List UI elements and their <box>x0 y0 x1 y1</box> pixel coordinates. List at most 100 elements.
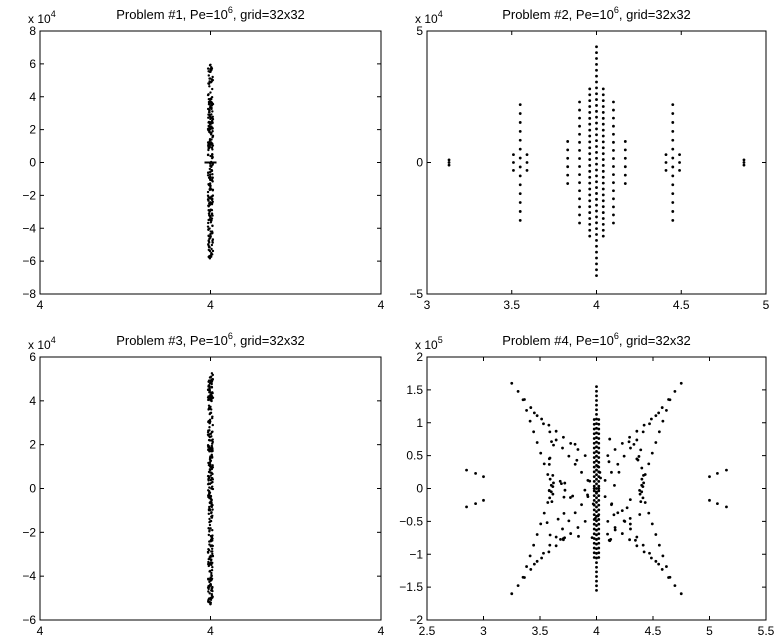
data-point <box>208 421 212 425</box>
data-point <box>209 399 212 402</box>
data-point <box>207 146 210 150</box>
data-point <box>474 502 477 506</box>
data-point <box>209 185 212 189</box>
data-point <box>679 381 683 385</box>
data-point <box>208 102 211 106</box>
data-point <box>482 498 485 502</box>
chart-title: Problem #4, Pe=106, grid=32x32 <box>502 331 691 348</box>
data-point <box>595 561 598 565</box>
data-point <box>595 115 598 119</box>
data-point <box>206 93 210 97</box>
data-point <box>595 473 598 477</box>
data-point <box>612 213 615 217</box>
data-point <box>595 250 598 254</box>
data-point <box>595 454 598 458</box>
data-point <box>595 570 598 574</box>
data-point <box>588 175 592 179</box>
data-point <box>597 446 601 450</box>
data-point <box>628 522 632 526</box>
data-point <box>556 517 560 521</box>
data-point <box>573 511 577 515</box>
data-point <box>620 442 624 445</box>
data-point <box>518 201 522 204</box>
data-point <box>210 372 214 375</box>
data-point <box>561 527 564 531</box>
data-point <box>207 560 210 564</box>
data-point <box>595 389 598 393</box>
data-point <box>576 448 580 451</box>
data-point <box>597 460 601 464</box>
data-point <box>211 466 215 469</box>
data-point <box>211 194 215 197</box>
data-point <box>211 241 214 244</box>
data-point <box>208 530 211 533</box>
chart-title: Problem #2, Pe=106, grid=32x32 <box>502 5 691 22</box>
data-point <box>207 199 210 202</box>
data-point <box>595 459 598 463</box>
data-point <box>595 274 598 277</box>
data-point <box>595 584 598 588</box>
data-point <box>211 552 214 556</box>
data-point <box>211 447 214 451</box>
data-point <box>210 213 214 216</box>
data-point <box>210 455 214 458</box>
data-point <box>211 130 214 133</box>
data-point <box>207 212 211 215</box>
data-point <box>512 153 515 157</box>
data-point <box>595 62 598 66</box>
data-point <box>601 128 605 132</box>
data-point <box>210 500 213 503</box>
data-point <box>592 508 596 512</box>
data-point <box>210 547 214 550</box>
data-point <box>678 161 681 164</box>
data-point <box>210 165 213 169</box>
data-point <box>209 91 212 94</box>
data-point <box>540 417 544 421</box>
data-point <box>552 481 555 485</box>
data-point <box>525 565 528 568</box>
data-point <box>601 134 605 138</box>
data-point <box>560 482 563 485</box>
data-point <box>612 116 615 120</box>
data-point <box>548 533 552 537</box>
data-point <box>569 442 573 445</box>
data-point <box>623 140 627 143</box>
data-point <box>592 432 596 436</box>
y-tick-label: 1.5 <box>406 383 423 397</box>
data-point <box>209 117 212 121</box>
data-point <box>623 182 627 185</box>
data-point <box>628 516 632 520</box>
data-point <box>207 512 211 516</box>
y-tick-label: 5 <box>416 24 423 38</box>
data-point <box>596 464 600 468</box>
data-point <box>208 110 211 114</box>
data-point <box>211 508 214 511</box>
data-point <box>708 475 711 479</box>
data-point <box>207 599 210 603</box>
data-point <box>592 522 596 526</box>
data-point <box>673 584 677 588</box>
x-tick-label: 4 <box>207 624 214 638</box>
data-point <box>601 234 605 238</box>
data-point <box>465 505 468 509</box>
data-point <box>532 430 536 434</box>
data-point <box>595 121 598 125</box>
data-point <box>654 533 658 536</box>
data-point <box>597 437 601 440</box>
data-point <box>595 445 598 449</box>
data-point <box>635 438 639 442</box>
data-point <box>207 116 210 119</box>
data-point <box>588 87 592 91</box>
data-point <box>647 511 651 515</box>
data-point <box>563 488 567 492</box>
data-point <box>616 462 620 466</box>
data-point <box>540 556 544 560</box>
data-point <box>562 435 565 439</box>
data-point <box>573 462 577 466</box>
data-point <box>606 519 610 523</box>
data-point <box>595 490 598 494</box>
data-point <box>554 544 558 548</box>
data-point <box>208 210 211 213</box>
data-point <box>578 157 581 160</box>
data-point <box>595 233 598 236</box>
